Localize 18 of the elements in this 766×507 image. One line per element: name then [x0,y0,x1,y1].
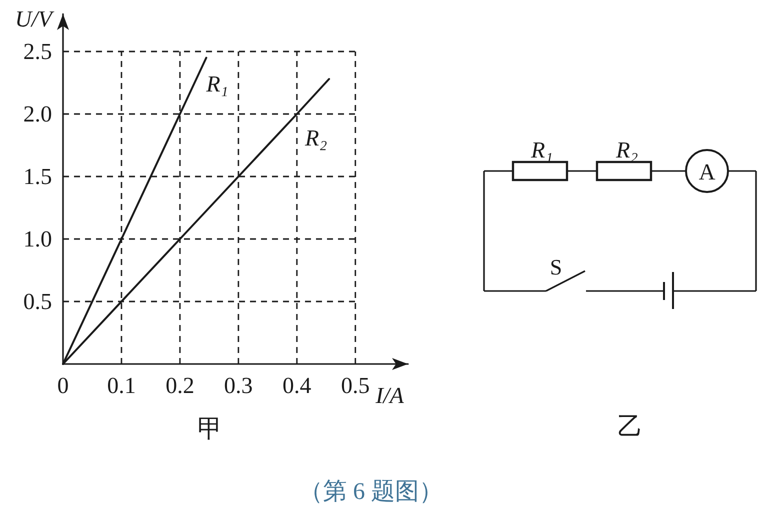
x-tick-label: 0 [57,373,69,398]
x-tick-label: 0.3 [224,373,253,398]
series-label: R₂ [304,126,328,150]
x-tick-label: 0.4 [282,373,312,398]
y-tick-label: 2.5 [23,39,52,64]
x-axis-title: I/A [374,383,405,408]
y-tick-label: 1.5 [23,164,52,189]
y-axis-title: U/V [14,6,55,32]
y-tick-label: 1.0 [23,226,52,252]
series-label: R₁ [205,71,228,96]
text: 乙 [618,414,642,440]
x-tick-label: 0.5 [341,373,370,398]
x-tick-label: 0.2 [166,373,194,398]
y-tick-label: 0.5 [23,289,52,314]
text: 甲 [198,416,222,443]
y-tick-label: 2.0 [23,102,52,126]
x-tick-label: 0.1 [107,373,136,398]
text: （第 6 题图） [299,478,443,506]
